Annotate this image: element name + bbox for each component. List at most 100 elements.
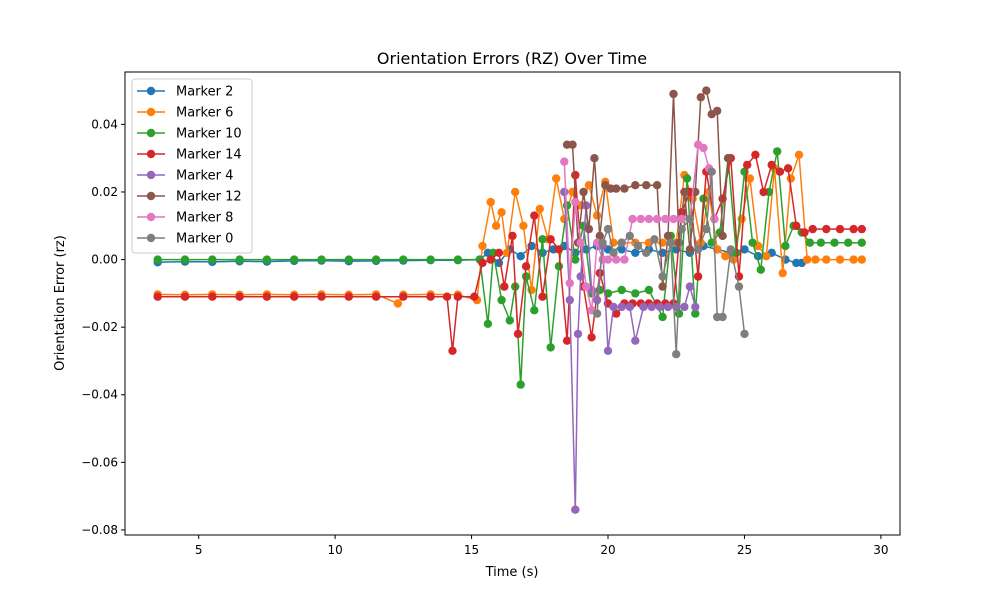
data-point-marker-6 <box>762 252 771 261</box>
data-point-marker-4 <box>592 295 602 305</box>
chart-title: Orientation Errors (RZ) Over Time <box>377 49 647 68</box>
y-tick-label: 0.02 <box>91 185 118 199</box>
data-point-marker-14 <box>448 346 457 355</box>
data-point-marker-14 <box>478 258 487 268</box>
data-point-marker-10 <box>317 255 326 264</box>
data-point-marker-0 <box>666 238 675 247</box>
data-point-marker-6 <box>486 197 495 207</box>
x-tick-label: 25 <box>737 543 752 557</box>
series-marker-12 <box>562 86 733 291</box>
data-point-marker-14 <box>521 262 531 271</box>
data-point-marker-4 <box>691 302 700 312</box>
data-point-marker-12 <box>696 93 705 102</box>
data-point-marker-12 <box>579 187 588 197</box>
data-point-marker-8 <box>560 157 569 166</box>
data-point-marker-8 <box>710 214 719 224</box>
data-point-marker-0 <box>677 224 686 234</box>
data-point-marker-4 <box>639 302 648 312</box>
legend-marker <box>146 212 156 222</box>
data-point-marker-0 <box>642 248 651 257</box>
data-point-marker-0 <box>702 224 711 234</box>
data-point-marker-6 <box>511 187 520 197</box>
legend-label: Marker 2 <box>176 85 233 100</box>
series-marker-10 <box>153 147 866 389</box>
data-point-marker-6 <box>822 255 831 264</box>
data-point-marker-14 <box>371 292 381 301</box>
data-point-marker-14 <box>849 224 858 234</box>
data-point-marker-14 <box>743 160 752 170</box>
data-point-marker-14 <box>500 282 509 291</box>
data-point-marker-12 <box>631 181 640 190</box>
data-point-marker-8 <box>677 214 686 224</box>
data-point-marker-12 <box>590 154 599 163</box>
legend-item-marker-2: Marker 2 <box>137 85 233 100</box>
legend-label: Marker 12 <box>176 190 242 205</box>
data-point-marker-14 <box>208 292 217 301</box>
data-point-marker-8 <box>628 214 637 224</box>
data-point-marker-10 <box>399 255 408 264</box>
data-point-marker-10 <box>682 174 692 183</box>
series-marker-0 <box>592 167 749 359</box>
data-point-marker-10 <box>674 309 684 318</box>
data-point-marker-2 <box>538 248 547 257</box>
legend-label: Marker 6 <box>176 106 233 121</box>
data-point-marker-14 <box>453 292 463 301</box>
data-point-marker-6 <box>811 255 820 264</box>
data-point-marker-6 <box>778 268 787 278</box>
data-point-marker-10 <box>505 316 514 325</box>
data-point-marker-0 <box>693 245 703 254</box>
data-point-marker-10 <box>805 238 815 247</box>
data-point-marker-0 <box>592 309 602 318</box>
data-point-marker-10 <box>631 289 640 298</box>
data-point-marker-0 <box>658 272 667 281</box>
y-tick-label: −0.08 <box>81 523 118 537</box>
data-point-marker-0 <box>625 231 634 241</box>
legend-item-marker-14: Marker 14 <box>137 148 242 163</box>
x-tick-label: 10 <box>327 543 342 557</box>
data-point-marker-12 <box>652 181 662 190</box>
data-point-marker-10 <box>483 319 493 328</box>
data-point-marker-6 <box>519 221 528 230</box>
data-point-marker-4 <box>685 282 695 291</box>
data-point-marker-12 <box>669 89 678 99</box>
data-point-marker-10 <box>262 255 272 264</box>
data-point-marker-8 <box>669 214 678 224</box>
data-point-marker-14 <box>235 292 244 301</box>
data-point-marker-14 <box>759 187 768 197</box>
data-point-marker-10 <box>748 238 757 247</box>
data-point-marker-4 <box>603 346 613 355</box>
data-point-marker-12 <box>718 231 727 241</box>
data-point-marker-8 <box>582 282 591 291</box>
data-point-marker-14 <box>571 170 580 180</box>
data-point-marker-14 <box>513 329 523 339</box>
data-point-marker-12 <box>612 184 621 193</box>
data-point-marker-14 <box>835 224 845 234</box>
data-point-marker-0 <box>603 224 613 234</box>
legend-marker <box>146 233 156 243</box>
data-point-marker-6 <box>745 174 755 183</box>
y-axis-label: Orientation Error (rz) <box>53 235 68 371</box>
legend: Marker 2 Marker 6 Marker 10 Marker 14 Marker… <box>131 78 253 254</box>
data-point-marker-0 <box>740 329 749 339</box>
data-point-marker-4 <box>573 329 583 339</box>
data-point-marker-10 <box>371 255 381 264</box>
data-point-marker-6 <box>497 208 506 217</box>
y-tick-label: −0.02 <box>81 320 118 334</box>
data-point-marker-8 <box>620 255 629 264</box>
data-point-marker-14 <box>399 292 408 301</box>
series-marker-4 <box>560 187 700 514</box>
data-point-marker-4 <box>647 302 656 312</box>
data-point-marker-14 <box>442 292 452 301</box>
data-point-marker-14 <box>344 292 353 301</box>
legend-marker <box>146 149 156 159</box>
data-point-marker-6 <box>592 211 602 220</box>
legend-item-marker-10: Marker 10 <box>137 127 242 142</box>
y-axis-ticks: −0.08 −0.06 −0.04 −0.02 0.00 0.02 0.04 <box>81 117 125 537</box>
data-point-marker-4 <box>576 272 585 281</box>
data-point-marker-10 <box>521 272 531 281</box>
data-point-marker-14 <box>153 292 162 301</box>
data-point-marker-10 <box>857 238 866 247</box>
data-point-marker-6 <box>786 174 795 183</box>
data-point-marker-14 <box>767 160 776 170</box>
